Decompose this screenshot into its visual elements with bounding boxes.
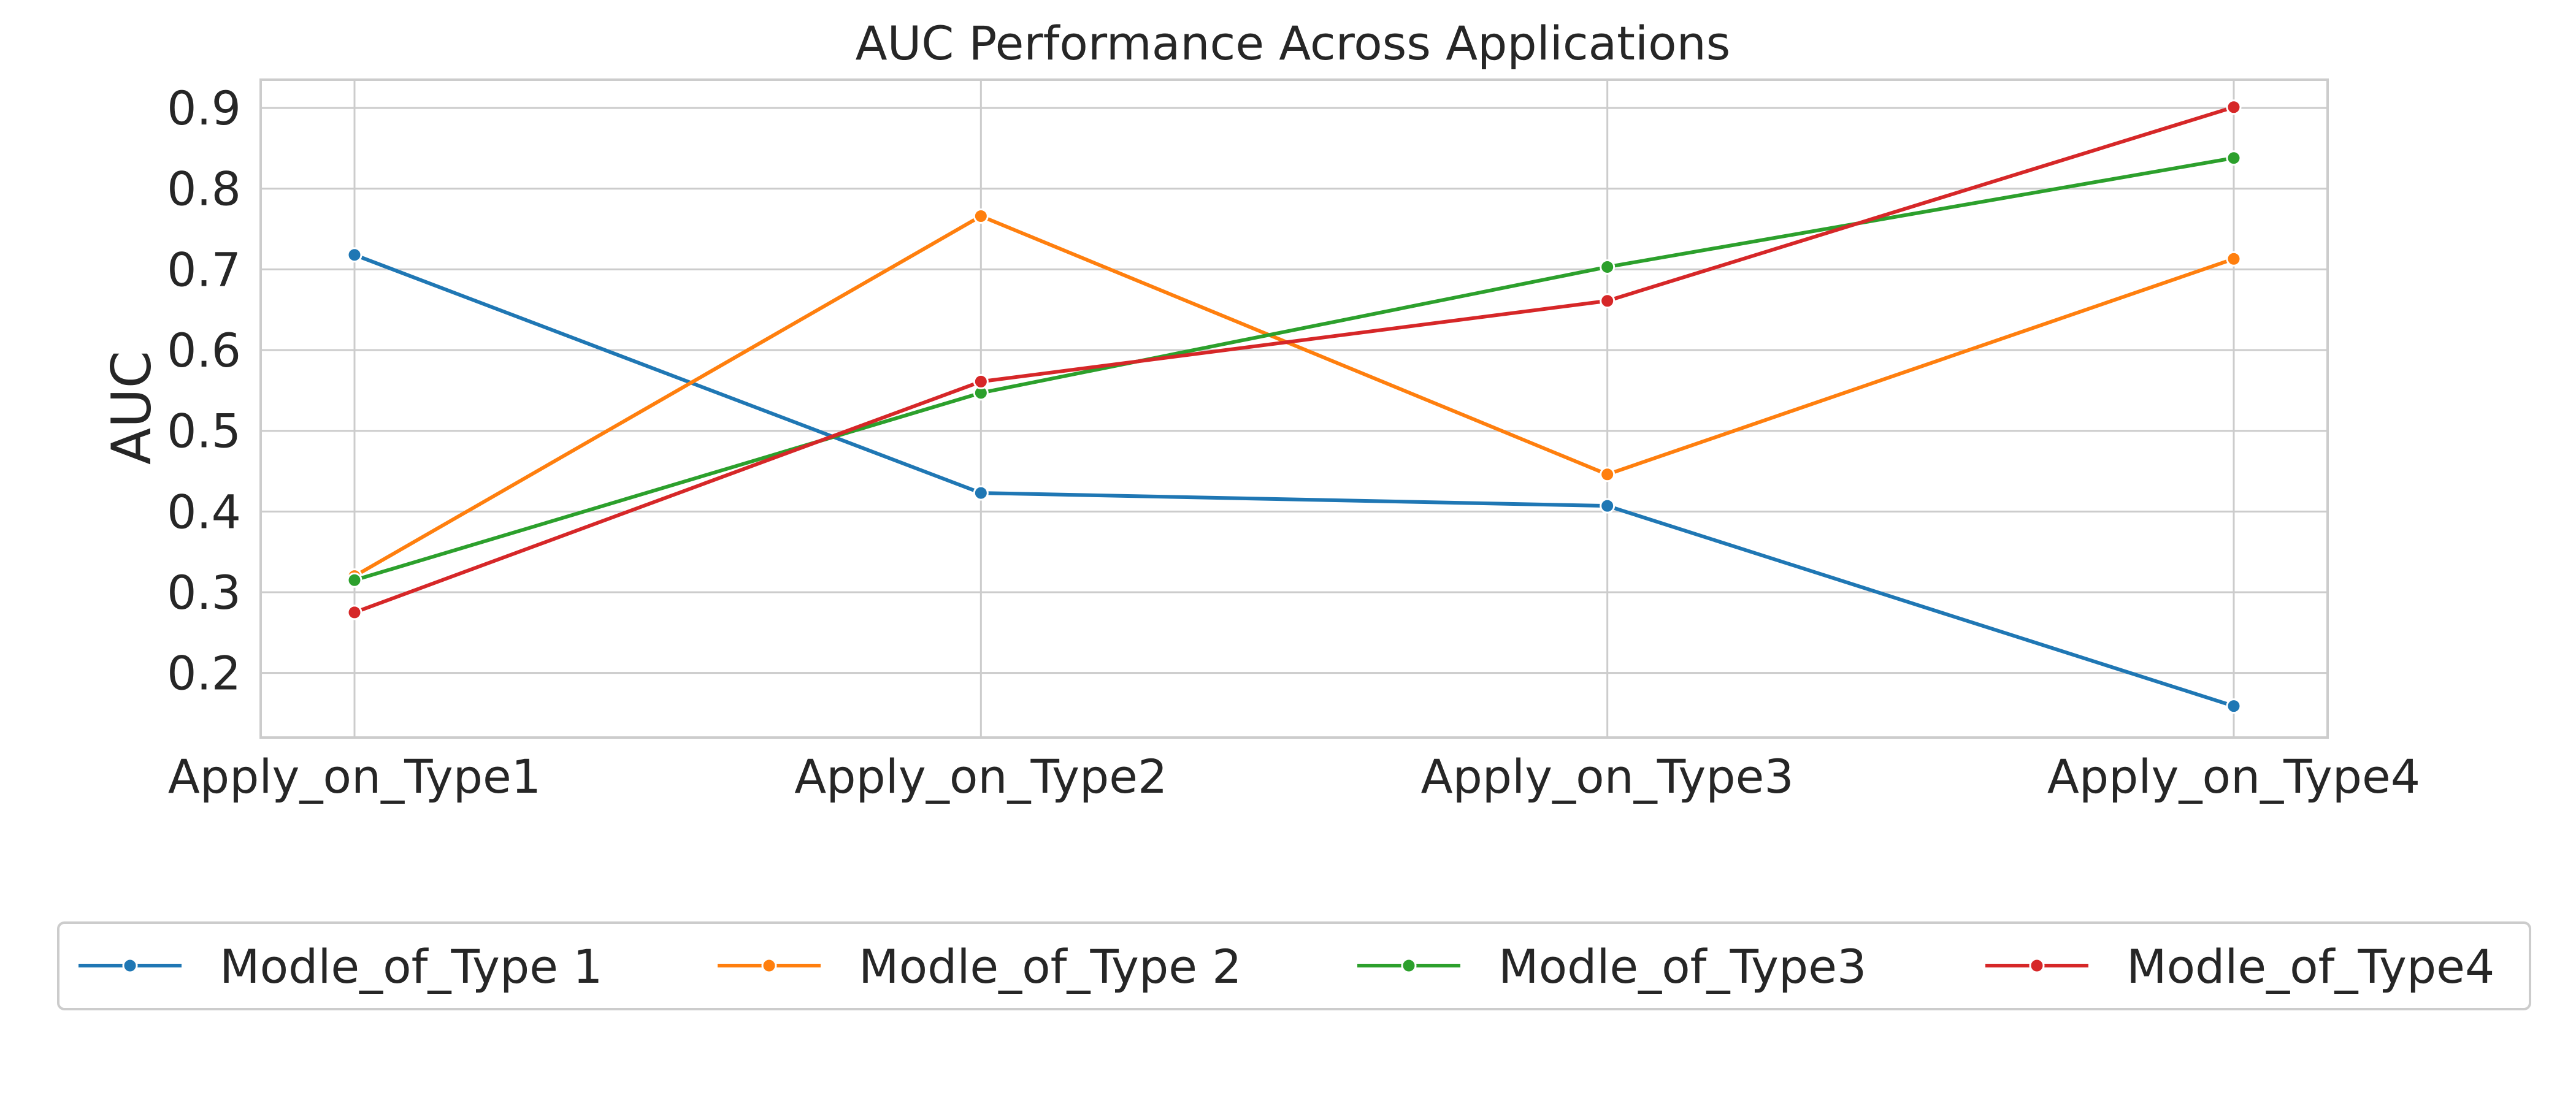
legend: Modle_of_Type 1 Modle_of_Type 2 Modle_of_T… <box>57 921 2531 1010</box>
data-point <box>2226 99 2242 115</box>
data-point <box>973 208 989 224</box>
data-point <box>973 485 989 501</box>
chart-title: AUC Performance Across Applications <box>856 16 1731 71</box>
series-line <box>353 156 2236 582</box>
series-line <box>353 105 2236 614</box>
y-tick-label: 0.4 <box>167 484 241 539</box>
data-point <box>2226 251 2242 267</box>
series-group <box>347 150 2242 588</box>
data-point <box>2226 698 2242 714</box>
y-tick-label: 0.7 <box>167 242 241 297</box>
legend-marker <box>2029 958 2045 974</box>
legend-frame <box>57 921 2531 1010</box>
x-tick-label: Apply_on_Type2 <box>794 749 1167 804</box>
data-point <box>2226 150 2242 166</box>
legend-marker <box>761 958 777 974</box>
x-tick-label: Apply_on_Type3 <box>1421 749 1794 804</box>
legend-entry: Modle_of_Type3 <box>1357 939 1866 994</box>
series-group <box>347 99 2242 620</box>
data-point <box>1600 259 1616 275</box>
x-tick-label: Apply_on_Type4 <box>2047 749 2420 804</box>
grid-lines <box>261 80 2328 738</box>
legend-entry: Modle_of_Type4 <box>1985 939 2494 994</box>
y-axis-label: AUC <box>100 351 163 465</box>
legend-label: Modle_of_Type3 <box>1498 939 1866 994</box>
legend-label: Modle_of_Type4 <box>2126 939 2494 994</box>
plot-area-frame <box>259 78 2329 739</box>
legend-entry: Modle_of_Type 1 <box>79 939 603 994</box>
data-point <box>1600 293 1616 309</box>
data-point <box>347 572 362 588</box>
series-group <box>347 247 2242 714</box>
legend-entry: Modle_of_Type 2 <box>718 939 1242 994</box>
data-point <box>347 247 362 263</box>
data-point <box>1600 498 1616 514</box>
y-tick-label: 0.6 <box>167 323 241 378</box>
legend-label: Modle_of_Type 2 <box>859 939 1242 994</box>
y-tick-label: 0.3 <box>167 565 241 620</box>
data-point <box>973 373 989 389</box>
data-point <box>347 604 362 620</box>
legend-label: Modle_of_Type 1 <box>220 939 603 994</box>
series-line <box>353 253 2236 708</box>
legend-marker <box>1401 958 1417 974</box>
y-tick-label: 0.2 <box>167 646 241 701</box>
y-tick-label: 0.5 <box>167 404 241 459</box>
series-line <box>353 214 2236 578</box>
y-tick-label: 0.9 <box>167 81 241 135</box>
x-tick-label: Apply_on_Type1 <box>168 749 541 804</box>
y-tick-label: 0.8 <box>167 162 241 216</box>
data-point <box>1600 467 1616 482</box>
series-layer <box>347 99 2242 714</box>
legend-marker <box>122 958 138 974</box>
series-group <box>347 208 2242 584</box>
axis-ticks: 0.2 0.3 0.4 0.5 0.6 0.7 0.8 0.9 Apply_on_Type1 Ap… <box>167 81 2420 804</box>
